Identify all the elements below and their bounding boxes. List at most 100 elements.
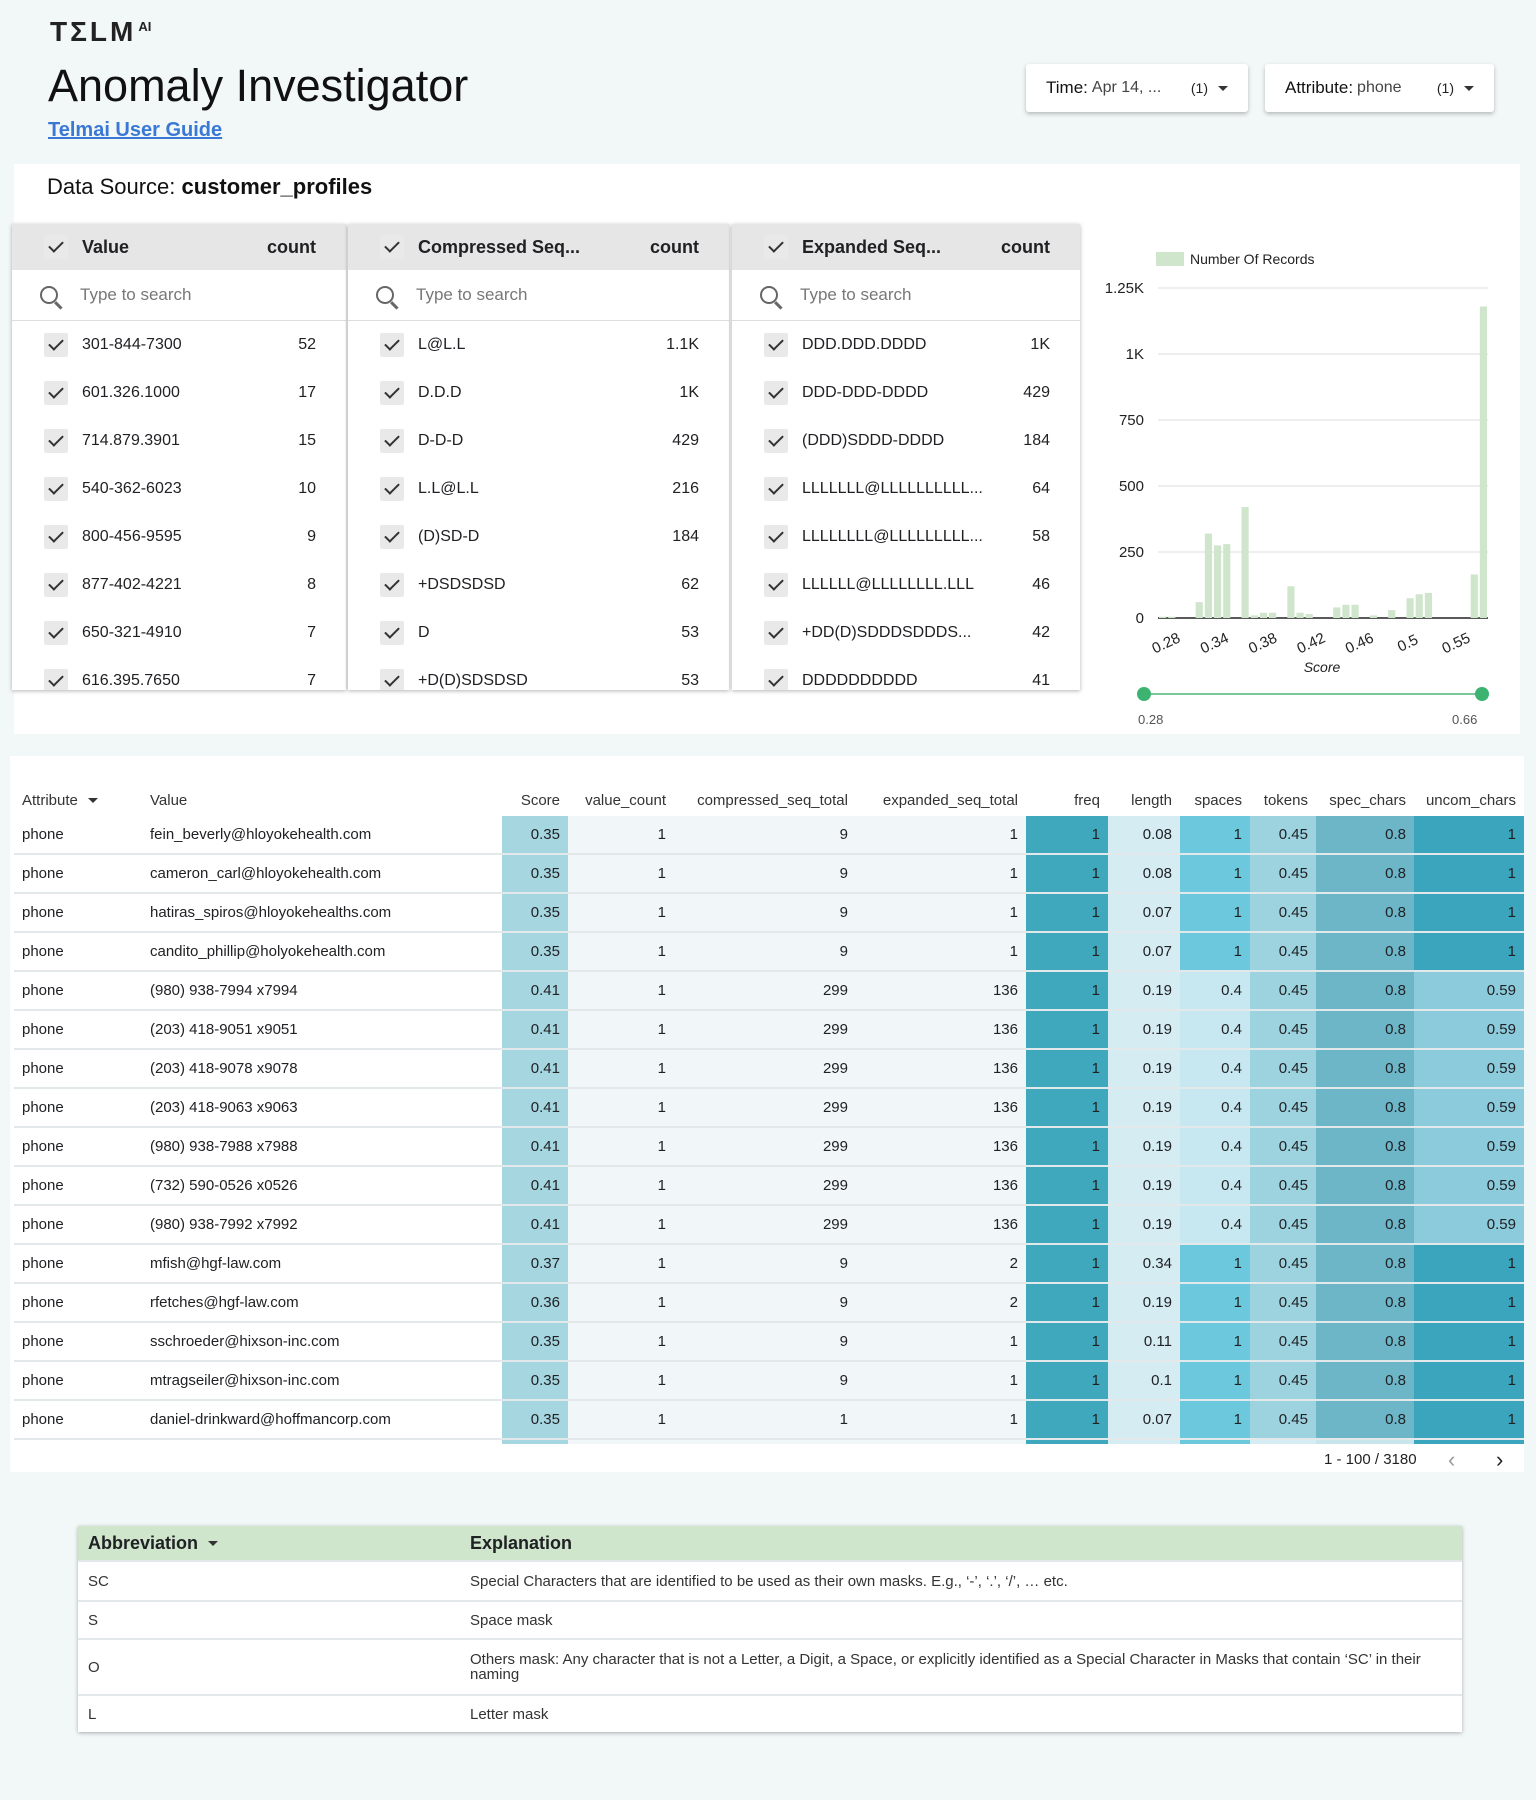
column-header-score[interactable]: Score — [502, 784, 568, 816]
table-row[interactable]: phone sschroeder@hixson-inc.com 0.35 1 9 1 1 0.… — [14, 1322, 1524, 1362]
table-row[interactable]: phone (203) 418-9063 x9063 0.41 1 299 136 1 0.1… — [14, 1088, 1524, 1128]
list-item[interactable]: 714.879.3901 15 — [12, 417, 346, 465]
list-item[interactable]: +DSDSDSD 62 — [348, 561, 729, 609]
list-item[interactable]: D 53 — [348, 609, 729, 657]
row-checkbox[interactable] — [44, 477, 68, 501]
column-header-attribute[interactable]: Attribute — [14, 784, 142, 816]
row-checkbox[interactable] — [380, 429, 404, 453]
table-row[interactable]: phone cameron_carl@hloyokehealth.com 0.35 1… — [14, 854, 1524, 894]
row-checkbox[interactable] — [764, 669, 788, 690]
search-input[interactable]: Type to search — [12, 270, 346, 321]
column-header-spec-chars[interactable]: spec_chars — [1316, 784, 1414, 816]
table-row[interactable]: phoneralph.beebe@high-eng.com0.3311110.1… — [14, 1439, 1524, 1444]
time-filter[interactable]: Time: Apr 14, ... (1) — [1026, 64, 1248, 112]
row-checkbox[interactable] — [380, 669, 404, 690]
table-row[interactable]: phone (203) 418-9078 x9078 0.41 1 299 136 1 0.1… — [14, 1049, 1524, 1089]
select-all-checkbox[interactable] — [764, 235, 788, 259]
table-row[interactable]: phone (980) 938-7992 x7992 0.41 1 299 136 1 0.1… — [14, 1205, 1524, 1245]
select-all-checkbox[interactable] — [380, 235, 404, 259]
cell-spaces: 1 — [1180, 1439, 1250, 1444]
list-item[interactable]: 601.326.1000 17 — [12, 369, 346, 417]
list-item[interactable]: 877-402-4221 8 — [12, 561, 346, 609]
select-all-checkbox[interactable] — [44, 235, 68, 259]
row-checkbox[interactable] — [380, 525, 404, 549]
count-header[interactable]: count — [1001, 236, 1050, 257]
list-item[interactable]: LLLLLL@LLLLLLLL.LLL 46 — [732, 561, 1080, 609]
list-item[interactable]: 650-321-4910 7 — [12, 609, 346, 657]
row-checkbox[interactable] — [764, 573, 788, 597]
column-header-tokens[interactable]: tokens — [1250, 784, 1316, 816]
column-header-value[interactable]: Value — [142, 784, 502, 816]
list-item[interactable]: +DD(D)SDDDSDDDS... 42 — [732, 609, 1080, 657]
column-header-value-count[interactable]: value_count — [568, 784, 674, 816]
list-item[interactable]: L.L@L.L 216 — [348, 465, 729, 513]
list-item[interactable]: DDD-DDD-DDDD 429 — [732, 369, 1080, 417]
table-row[interactable]: phone (980) 938-7994 x7994 0.41 1 299 136 1 0.1… — [14, 971, 1524, 1011]
table-row[interactable]: phone rfetches@hgf-law.com 0.36 1 9 2 1 0.19 1 0.… — [14, 1283, 1524, 1323]
row-checkbox[interactable] — [44, 621, 68, 645]
table-row[interactable]: phone (732) 590-0526 x0526 0.41 1 299 136 1 0.1… — [14, 1166, 1524, 1206]
abbreviation-column-header[interactable]: Abbreviation — [78, 1533, 470, 1554]
list-item[interactable]: L@L.L 1.1K — [348, 321, 729, 369]
row-checkbox[interactable] — [764, 525, 788, 549]
row-checkbox[interactable] — [764, 477, 788, 501]
list-item[interactable]: 800-456-9595 9 — [12, 513, 346, 561]
cell-attribute: phone — [14, 1205, 142, 1245]
table-row[interactable]: phone (980) 938-7988 x7988 0.41 1 299 136 1 0.1… — [14, 1127, 1524, 1167]
row-checkbox[interactable] — [380, 477, 404, 501]
table-row[interactable]: phone (203) 418-9051 x9051 0.41 1 299 136 1 0.1… — [14, 1010, 1524, 1050]
list-item[interactable]: (D)SD-D 184 — [348, 513, 729, 561]
row-checkbox[interactable] — [44, 333, 68, 357]
row-checkbox[interactable] — [764, 429, 788, 453]
list-item[interactable]: 540-362-6023 10 — [12, 465, 346, 513]
row-checkbox[interactable] — [764, 381, 788, 405]
column-header-freq[interactable]: freq — [1026, 784, 1108, 816]
row-checkbox[interactable] — [44, 429, 68, 453]
list-item[interactable]: 301-844-7300 52 — [12, 321, 346, 369]
list-item[interactable]: 616.395.7650 7 — [12, 657, 346, 690]
list-item[interactable]: (DDD)SDDD-DDDD 184 — [732, 417, 1080, 465]
row-checkbox[interactable] — [44, 381, 68, 405]
column-header-uncom-chars[interactable]: uncom_chars — [1414, 784, 1524, 816]
row-checkbox[interactable] — [764, 621, 788, 645]
table-row[interactable]: phone candito_phillip@holyokehealth.com 0.… — [14, 932, 1524, 972]
list-item[interactable]: DDDDDDDDDD 41 — [732, 657, 1080, 690]
user-guide-link[interactable]: Telmai User Guide — [48, 119, 223, 141]
table-row[interactable]: phone hatiras_spiros@hloyokehealths.com 0.… — [14, 893, 1524, 933]
column-header-expanded-seq-total[interactable]: expanded_seq_total — [856, 784, 1026, 816]
table-row[interactable]: phone mtragseiler@hixson-inc.com 0.35 1 9 1 1 0… — [14, 1361, 1524, 1401]
table-row[interactable]: phone mfish@hgf-law.com 0.37 1 9 2 1 0.34 1 0.45 0… — [14, 1244, 1524, 1284]
table-row[interactable]: phone daniel-drinkward@hoffmancorp.com 0.3… — [14, 1400, 1524, 1440]
attribute-filter[interactable]: Attribute: phone (1) — [1265, 64, 1494, 112]
list-item[interactable]: D-D-D 429 — [348, 417, 729, 465]
search-input[interactable]: Type to search — [348, 270, 729, 321]
count-header[interactable]: count — [650, 236, 699, 257]
row-checkbox[interactable] — [380, 333, 404, 357]
column-header-spaces[interactable]: spaces — [1180, 784, 1250, 816]
table-row[interactable]: phone fein_beverly@hloyokehealth.com 0.35 1… — [14, 816, 1524, 855]
range-slider-max-handle[interactable] — [1475, 687, 1489, 701]
list-header[interactable]: Compressed Seq... count — [348, 224, 729, 270]
column-header-length[interactable]: length — [1108, 784, 1180, 816]
list-item[interactable]: D.D.D 1K — [348, 369, 729, 417]
row-checkbox[interactable] — [380, 573, 404, 597]
list-item[interactable]: +D(D)SDSDSD 53 — [348, 657, 729, 690]
count-header[interactable]: count — [267, 236, 316, 257]
column-header-compressed-seq-total[interactable]: compressed_seq_total — [674, 784, 856, 816]
next-page-icon[interactable]: › — [1496, 1447, 1504, 1472]
row-checkbox[interactable] — [44, 669, 68, 690]
row-checkbox[interactable] — [44, 573, 68, 597]
row-checkbox[interactable] — [380, 381, 404, 405]
search-input[interactable]: Type to search — [732, 270, 1080, 321]
list-item[interactable]: LLLLLLLL@LLLLLLLLL... 58 — [732, 513, 1080, 561]
range-slider-min-handle[interactable] — [1137, 687, 1151, 701]
list-header[interactable]: Expanded Seq... count — [732, 224, 1080, 270]
list-item[interactable]: LLLLLLL@LLLLLLLLLL... 64 — [732, 465, 1080, 513]
row-checkbox[interactable] — [380, 621, 404, 645]
row-checkbox[interactable] — [764, 333, 788, 357]
list-header[interactable]: Value count — [12, 224, 346, 270]
list-item[interactable]: DDD.DDD.DDDD 1K — [732, 321, 1080, 369]
prev-page-icon[interactable]: ‹ — [1448, 1447, 1456, 1472]
row-checkbox[interactable] — [44, 525, 68, 549]
anomaly-table-viewport[interactable]: Attribute Value Score value_count compressed… — [10, 784, 1524, 1444]
